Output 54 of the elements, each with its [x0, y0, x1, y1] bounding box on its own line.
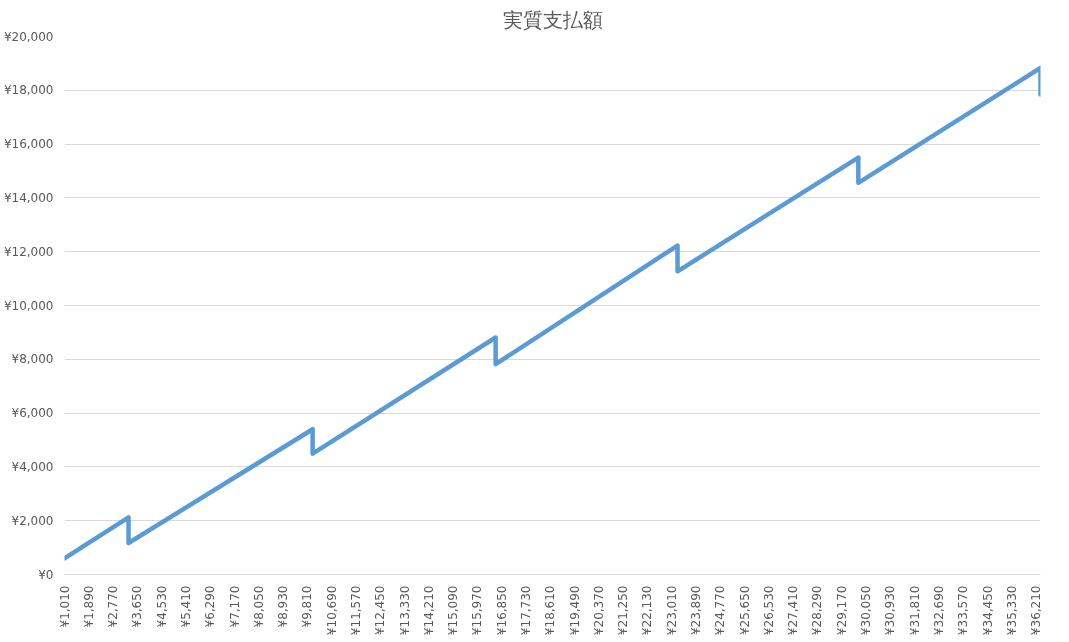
x-tick-label: ¥15,090 — [446, 585, 461, 636]
y-tick-label: ¥12,000 — [3, 244, 54, 259]
x-tick-label: ¥32,690 — [931, 585, 946, 636]
x-tick-label: ¥15,970 — [470, 585, 485, 636]
x-tick-label: ¥22,130 — [640, 585, 655, 636]
y-tick-label: ¥20,000 — [3, 29, 54, 44]
x-tick-label: ¥25,650 — [737, 585, 752, 636]
x-tick-label: ¥1,010 — [57, 585, 72, 628]
x-tick-label: ¥14,210 — [421, 585, 436, 636]
x-tick-label: ¥2,770 — [106, 585, 121, 628]
y-tick-label: ¥2,000 — [11, 513, 54, 528]
y-tick-label: ¥18,000 — [3, 83, 54, 98]
x-tick-label: ¥23,890 — [689, 585, 704, 636]
x-tick-label: ¥23,010 — [664, 585, 679, 636]
x-tick-label: ¥12,450 — [373, 585, 388, 636]
x-tick-label: ¥1,890 — [81, 585, 96, 628]
x-tick-label: ¥24,770 — [713, 585, 728, 636]
y-tick-label: ¥6,000 — [11, 406, 54, 421]
x-tick-label: ¥16,850 — [494, 585, 509, 636]
x-tick-label: ¥4,530 — [154, 585, 169, 628]
y-tick-label: ¥8,000 — [11, 352, 54, 367]
x-tick-label: ¥31,810 — [907, 585, 922, 636]
x-tick-label: ¥30,050 — [859, 585, 874, 636]
y-tick-label: ¥16,000 — [3, 137, 54, 152]
y-tick-label: ¥10,000 — [3, 298, 54, 313]
chart-title: 実質支払額 — [502, 7, 603, 32]
x-tick-label: ¥19,490 — [567, 585, 582, 636]
x-tick-label: ¥30,930 — [883, 585, 898, 636]
line-series — [64, 65, 1041, 561]
x-tick-label: ¥11,570 — [348, 585, 363, 636]
x-tick-label: ¥10,690 — [324, 585, 339, 636]
x-tick-label: ¥35,330 — [1004, 585, 1019, 636]
x-tick-label: ¥7,170 — [227, 585, 242, 628]
x-tick-label: ¥13,330 — [397, 585, 412, 636]
x-tick-label: ¥20,370 — [591, 585, 606, 636]
x-tick-label: ¥17,730 — [519, 585, 533, 636]
x-tick-label: ¥27,410 — [786, 585, 801, 636]
x-tick-label: ¥33,570 — [956, 585, 971, 636]
x-tick-label: ¥8,930 — [276, 585, 291, 628]
y-tick-label: ¥14,000 — [3, 190, 54, 205]
x-tick-label: ¥28,290 — [810, 585, 825, 636]
y-tick-label: ¥4,000 — [11, 459, 54, 474]
x-tick-label: ¥3,650 — [130, 585, 145, 628]
x-tick-label: ¥18,610 — [543, 585, 558, 636]
x-tick-label: ¥26,530 — [761, 585, 776, 636]
x-tick-label: ¥5,410 — [178, 585, 193, 628]
x-tick-label: ¥9,810 — [300, 585, 315, 628]
x-tick-label: ¥34,450 — [980, 585, 995, 636]
x-tick-label: ¥29,170 — [834, 585, 849, 636]
y-tick-label: ¥0 — [38, 567, 54, 582]
x-tick-label: ¥8,050 — [251, 585, 266, 628]
x-tick-label: ¥6,290 — [203, 585, 218, 628]
x-tick-label: ¥21,250 — [616, 585, 631, 636]
x-tick-label: ¥36,210 — [1029, 585, 1044, 636]
